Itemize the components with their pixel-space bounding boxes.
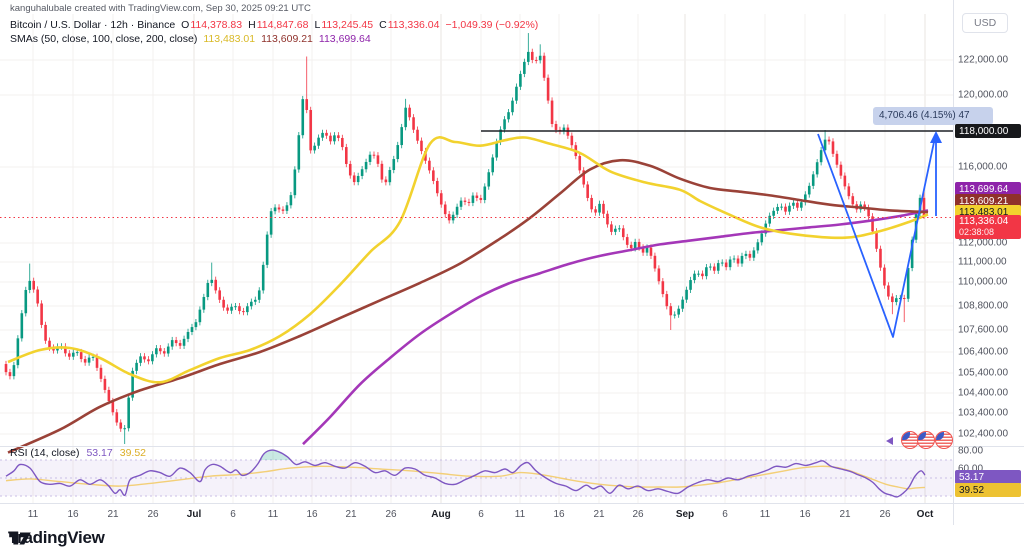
time-axis-label: 11 <box>267 509 279 520</box>
time-axis-label: 6 <box>478 509 484 520</box>
price-axis-label: 103,400.00 <box>958 407 1009 419</box>
time-axis-label: 6 <box>230 509 236 520</box>
attribution-text: kanguhalubale created with TradingView.c… <box>10 3 311 14</box>
time-axis-label: 21 <box>345 509 357 520</box>
price-axis-label: 110,000.00 <box>958 276 1008 288</box>
time-axis-label: 16 <box>799 509 811 520</box>
rsi-line[interactable] <box>5 449 926 498</box>
drawing-anchor-arrow-icon <box>886 437 893 445</box>
sma-legend-title: SMAs (50, close, 100, close, 200, close) <box>10 32 198 45</box>
sma50-line[interactable] <box>7 136 929 384</box>
price-range-label[interactable]: 4,706.46 (4.15%) 47 <box>873 107 993 125</box>
price-axis-label: 120,000.00 <box>958 89 1009 101</box>
time-axis-label: Sep <box>675 509 695 520</box>
rsi-legend-value: 53.17 <box>86 447 113 459</box>
ohlc-open: O114,378.83 <box>181 19 243 31</box>
bar-countdown: 02:38:08 <box>959 227 995 237</box>
ohlc-high: H114,847.68 <box>248 19 309 31</box>
tradingview-logo-icon <box>9 532 31 545</box>
economic-event-icon[interactable] <box>917 431 935 449</box>
sma100-line[interactable] <box>7 158 929 454</box>
sma50-legend-value: 113,483.01 <box>203 32 256 45</box>
time-axis-label: Aug <box>431 509 451 520</box>
time-axis-label: 26 <box>147 509 159 520</box>
time-axis-label: Jul <box>186 509 202 520</box>
time-axis-label: 11 <box>27 509 39 520</box>
time-axis-label: 26 <box>879 509 891 520</box>
price-axis-label: 122,000.00 <box>958 54 1009 66</box>
time-axis-label: 21 <box>839 509 851 520</box>
time-axis-label: 16 <box>306 509 318 520</box>
trend-zigzag-drawing[interactable] <box>817 133 935 338</box>
price-axis-label: 105,400.00 <box>958 367 1009 379</box>
sma200-legend-value: 113,699.64 <box>318 32 371 45</box>
price-axis-label: 108,800.00 <box>958 300 1009 312</box>
rsi-legend-title: RSI (14, close) <box>10 447 80 459</box>
rsi-legend[interactable]: RSI (14, close) 53.17 39.52 <box>10 447 146 459</box>
price-axis-label: 104,400.00 <box>958 387 1009 399</box>
time-axis-label: 21 <box>593 509 605 520</box>
rsi-ma-legend-value: 39.52 <box>119 447 147 459</box>
rsi-ma-value-badge: 39.52 <box>955 483 1021 497</box>
time-axis-label: 11 <box>514 509 526 520</box>
price-axis-label: 60.00 <box>958 463 984 475</box>
arrow-head-icon <box>930 131 942 143</box>
time-axis-label: 16 <box>67 509 79 520</box>
last-price-value: 113,336.04 <box>959 215 1009 227</box>
change-value: −1,049.39 (−0.92%) <box>445 19 539 31</box>
ohlc-low: L113,245.45 <box>314 19 374 31</box>
rsi-value-badge: 53.17 <box>955 470 1021 484</box>
sma200-value-badge: 113,699.64 <box>955 182 1021 196</box>
last-price-badge: 113,336.04 02:38:08 <box>955 215 1021 239</box>
ohlc-close: C113,336.04 <box>379 19 440 31</box>
price-axis-label: 111,000.00 <box>958 256 1007 268</box>
time-axis-label: 26 <box>385 509 397 520</box>
price-axis-label: 116,000.00 <box>958 161 1008 173</box>
time-axis-label: 6 <box>722 509 728 520</box>
rsi-overbought-fill <box>260 450 291 460</box>
sma100-legend-value: 113,609.21 <box>261 32 313 45</box>
tradingview-logo-text: TradingView <box>8 528 105 547</box>
economic-event-icon[interactable] <box>935 431 953 449</box>
candlestick-series <box>4 33 926 444</box>
time-axis-label: 11 <box>759 509 771 520</box>
price-axis-label: 80.00 <box>958 445 984 457</box>
time-axis-label: 21 <box>107 509 119 520</box>
currency-button[interactable]: USD <box>962 13 1009 33</box>
price-axis-label: 102,400.00 <box>958 428 1009 440</box>
level-118000-badge: 118,000.00 <box>955 124 1021 138</box>
sma-legend[interactable]: SMAs (50, close, 100, close, 200, close)… <box>10 33 371 45</box>
symbol-legend[interactable]: Bitcoin / U.S. Dollar · 12h · Binance O1… <box>10 19 538 31</box>
time-axis-label: 16 <box>553 509 565 520</box>
sma100-value-badge: 113,609.21 <box>955 194 1021 208</box>
time-axis-label: 26 <box>632 509 644 520</box>
time-axis-label: Oct <box>916 509 934 520</box>
price-axis-label: 107,600.00 <box>958 324 1009 336</box>
price-axis-label: 112,000.00 <box>958 237 1008 249</box>
symbol-title: Bitcoin / U.S. Dollar · 12h · Binance <box>10 19 176 31</box>
sma200-line[interactable] <box>302 209 929 446</box>
tradingview-logo[interactable]: TradingView <box>8 528 105 548</box>
price-axis-label: 106,400.00 <box>958 346 1009 358</box>
